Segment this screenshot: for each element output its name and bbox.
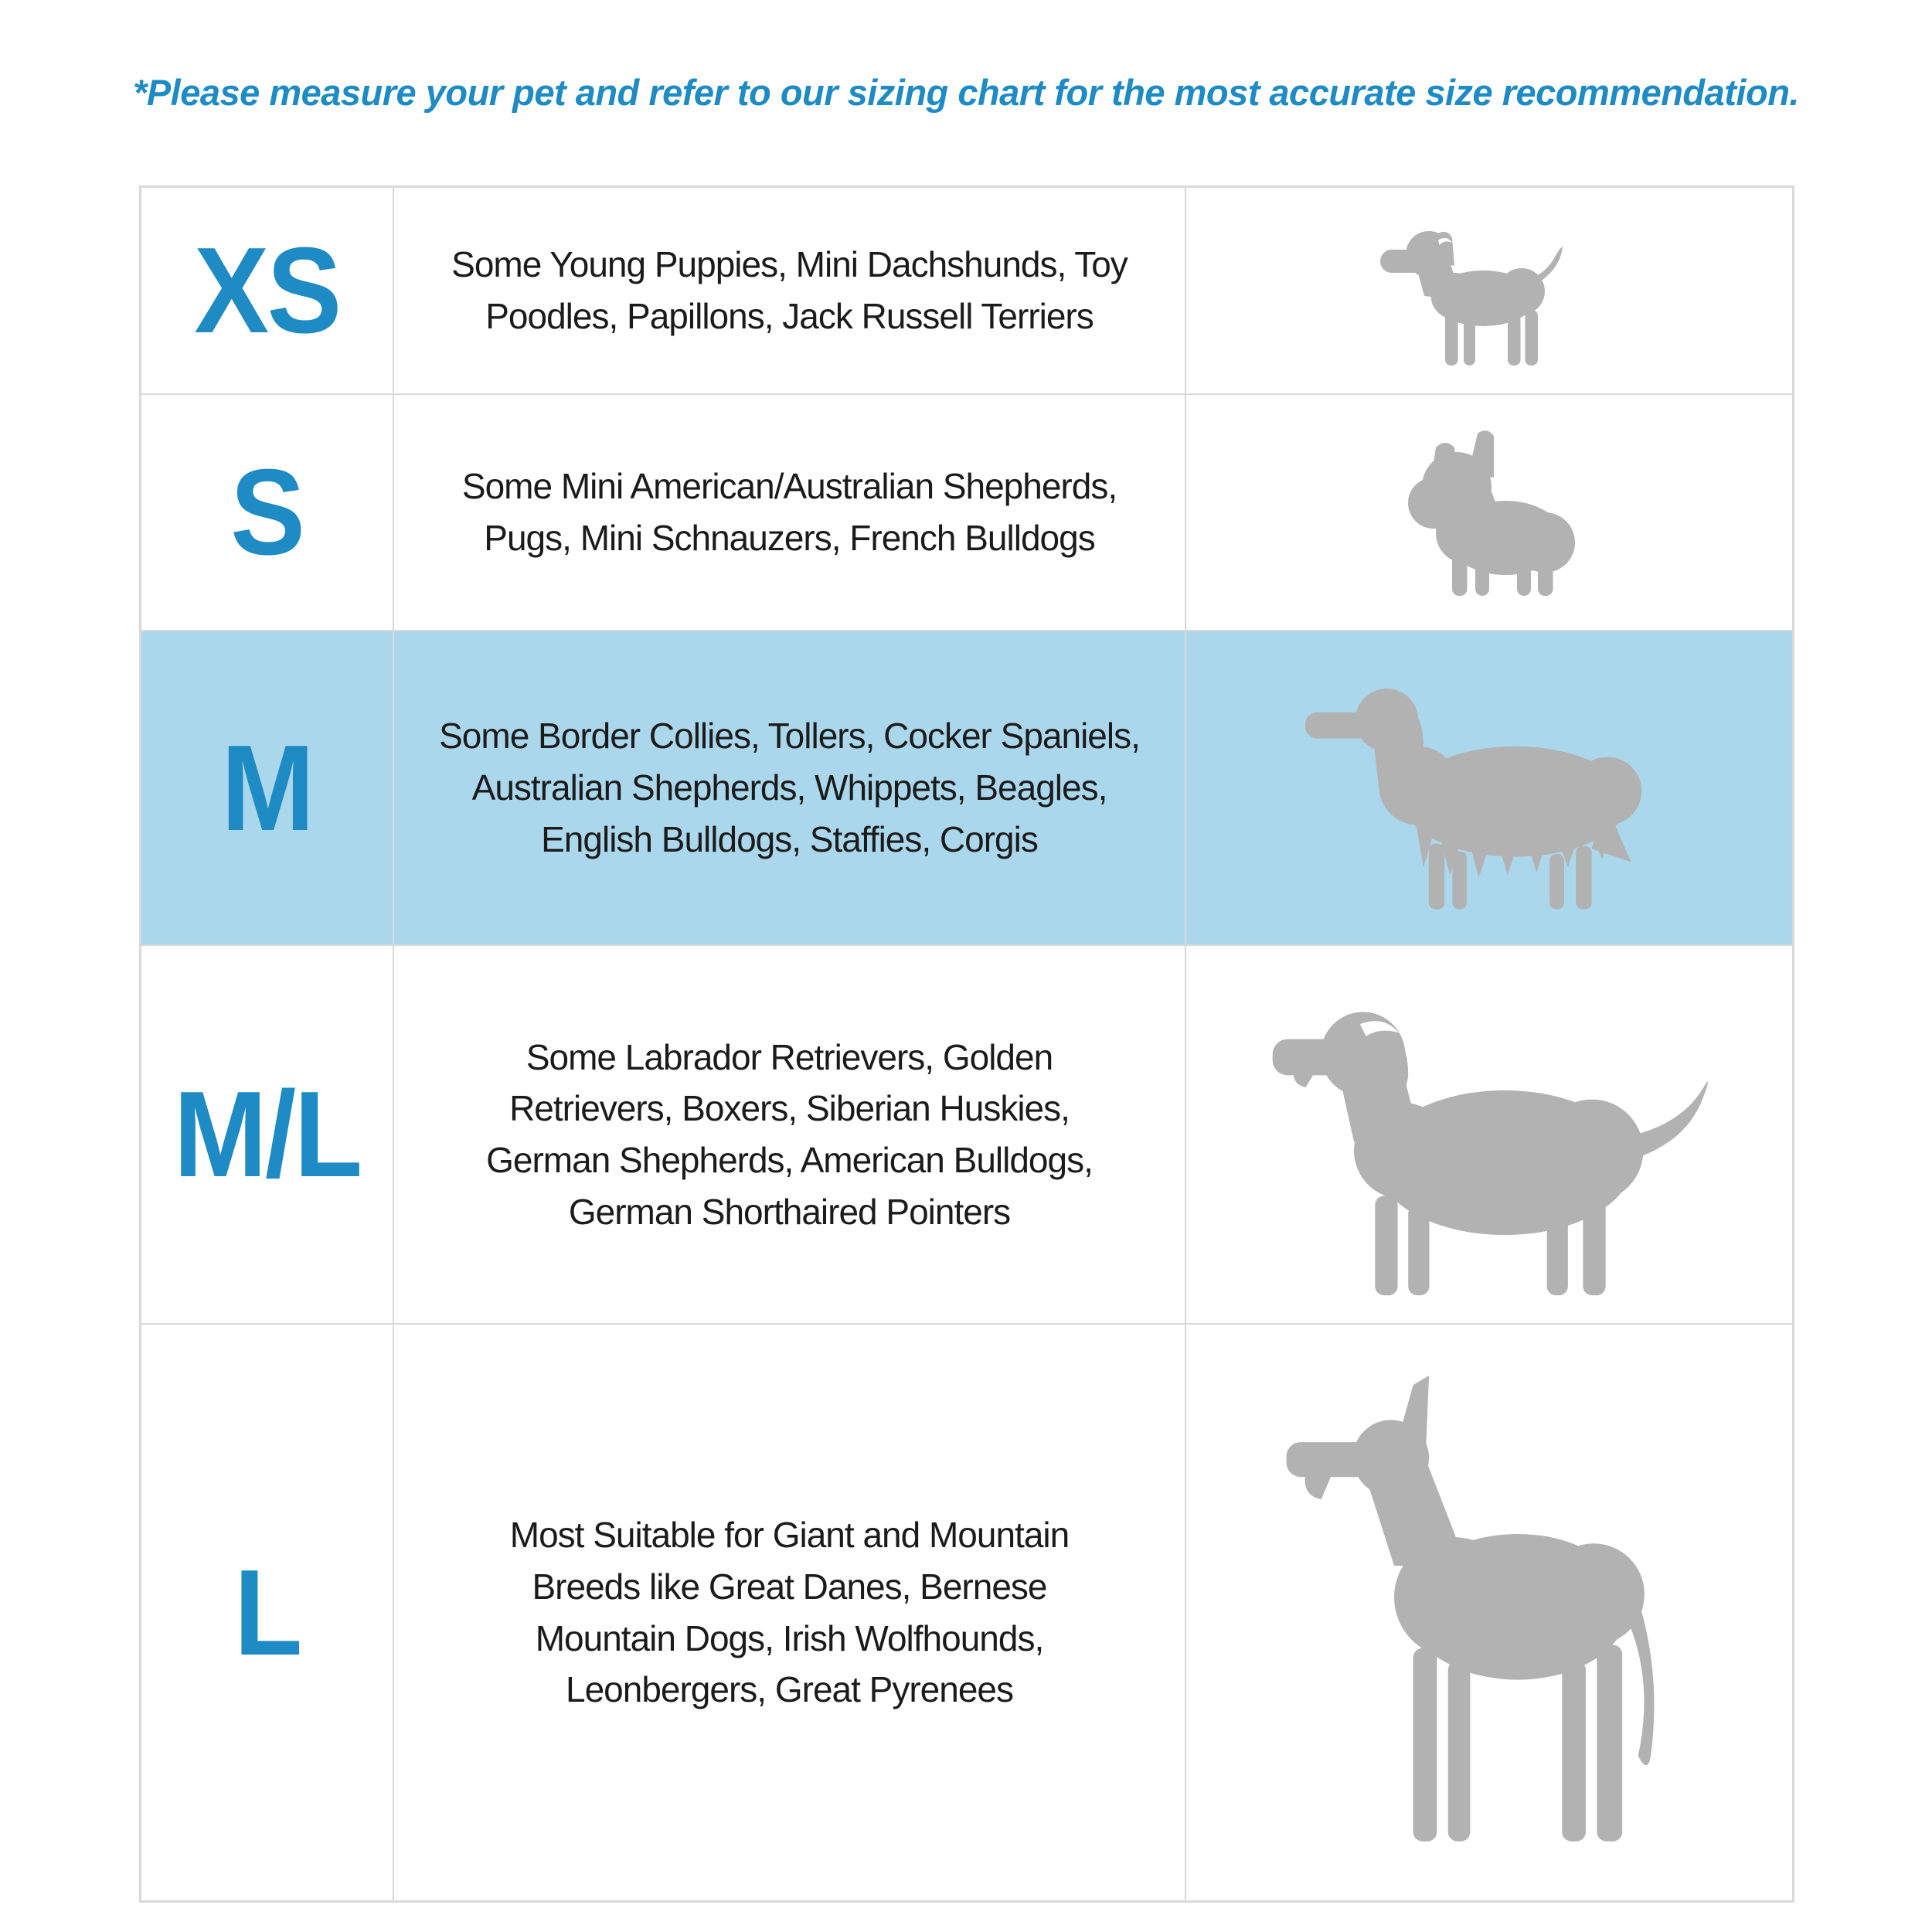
size-label-ml: M/L [173,1066,363,1202]
dog-cell-s [1186,395,1792,631]
size-cell-s: S [141,395,394,631]
breed-description-ml: Some Labrador Retrievers, Golden Retriev… [486,1036,1094,1232]
size-cell-m: M [141,631,394,946]
size-cell-l: L [141,1325,394,1900]
breed-description-l: Most Suitable for Giant and Mountain Bre… [509,1515,1070,1710]
size-label-xs: XS [194,223,342,359]
great-dane-silhouette-icon [1286,1376,1655,1842]
size-chart-table: XS Some Young Puppies, Mini Dachshunds, … [139,185,1794,1903]
dog-cell-ml [1186,946,1792,1325]
description-cell-xs: Some Young Puppies, Mini Dachshunds, Toy… [394,188,1186,395]
puppy-silhouette-icon [1380,231,1563,366]
cocker-spaniel-silhouette-icon [1305,689,1642,910]
labrador-silhouette-icon [1272,1012,1708,1296]
size-cell-xs: XS [141,188,394,395]
breed-description-s: Some Mini American/Australian Shepherds,… [461,466,1117,558]
breed-description-m: Some Border Collies, Tollers, Cocker Spa… [439,716,1141,859]
description-cell-ml: Some Labrador Retrievers, Golden Retriev… [394,946,1186,1325]
french-bulldog-silhouette-icon [1408,430,1575,596]
dog-cell-l [1186,1325,1792,1900]
breed-description-xs: Some Young Puppies, Mini Dachshunds, Toy… [451,244,1128,336]
size-label-s: S [230,444,305,580]
dog-cell-m [1186,631,1792,946]
dog-cell-xs [1186,188,1792,395]
description-cell-l: Most Suitable for Giant and Mountain Bre… [394,1325,1186,1900]
description-cell-m: Some Border Collies, Tollers, Cocker Spa… [394,631,1186,946]
size-cell-ml: M/L [141,946,394,1325]
description-cell-s: Some Mini American/Australian Shepherds,… [394,395,1186,631]
sizing-note: *Please measure your pet and refer to ou… [133,72,1799,113]
size-label-m: M [221,719,315,856]
size-label-l: L [233,1544,302,1681]
